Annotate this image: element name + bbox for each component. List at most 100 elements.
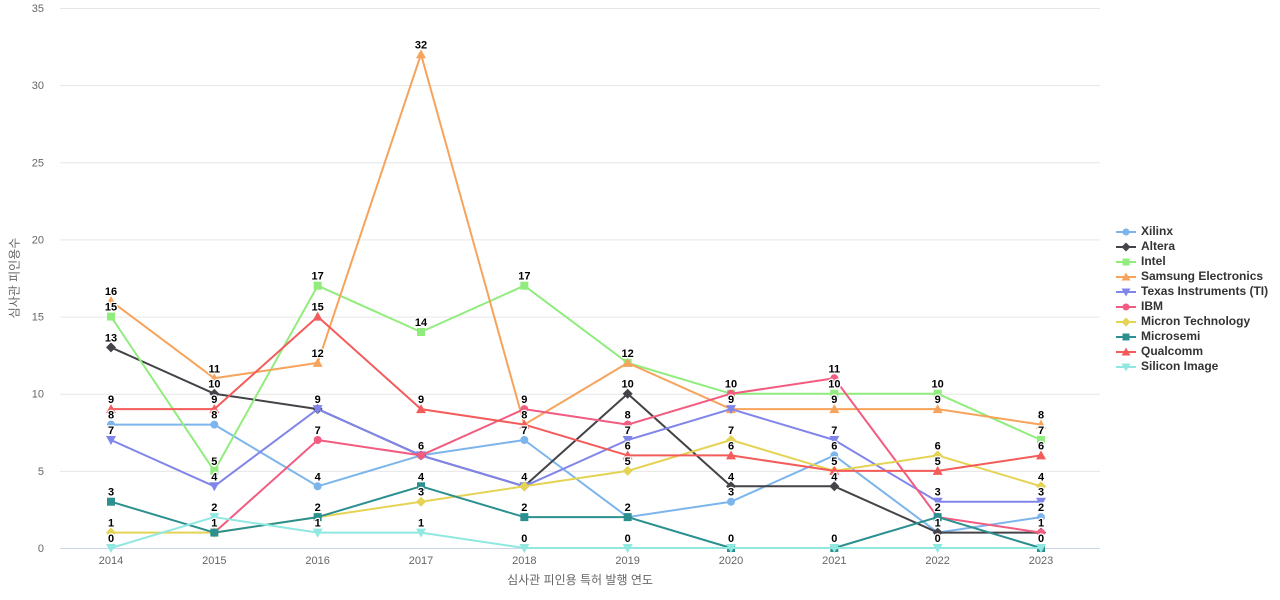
triangle-down-marker[interactable] <box>519 544 530 553</box>
diamond-marker[interactable] <box>106 527 116 538</box>
legend-item-altera[interactable]: Altera <box>1116 239 1268 254</box>
diamond-marker[interactable] <box>519 481 530 492</box>
series-texas-instruments-ti[interactable] <box>106 405 1046 507</box>
diamond-marker[interactable] <box>106 342 116 353</box>
legend-item-xilinx[interactable]: Xilinx <box>1116 224 1268 239</box>
square-marker[interactable] <box>933 389 942 398</box>
data-label: 16 <box>105 286 117 298</box>
diamond-marker[interactable] <box>726 481 736 492</box>
diamond-marker[interactable] <box>209 388 220 399</box>
diamond-marker[interactable] <box>1036 481 1046 492</box>
series-line-intel[interactable] <box>110 284 1042 472</box>
series-silicon-image[interactable] <box>106 513 1046 553</box>
square-marker[interactable] <box>417 328 425 336</box>
triangle-down-marker[interactable] <box>106 436 116 445</box>
triangle-marker[interactable] <box>622 357 633 367</box>
triangle-down-marker[interactable] <box>932 497 943 507</box>
triangle-down-marker[interactable] <box>622 544 633 553</box>
triangle-marker[interactable] <box>209 404 220 414</box>
circle-marker[interactable] <box>313 482 322 491</box>
circle-marker[interactable] <box>520 405 529 414</box>
triangle-down-marker[interactable] <box>312 405 323 415</box>
triangle-down-marker[interactable] <box>829 436 840 445</box>
series-qualcomm[interactable] <box>106 311 1046 475</box>
series-line-texas-instruments-ti[interactable] <box>110 408 1042 503</box>
triangle-down-marker[interactable] <box>209 482 220 492</box>
square-marker[interactable] <box>313 513 322 522</box>
square-marker[interactable] <box>520 281 529 290</box>
triangle-marker[interactable] <box>726 450 736 460</box>
triangle-marker[interactable] <box>312 311 323 321</box>
triangle-down-marker[interactable] <box>312 528 323 538</box>
circle-marker[interactable] <box>830 451 839 460</box>
triangle-down-marker[interactable] <box>726 405 736 415</box>
circle-marker[interactable] <box>210 420 219 429</box>
square-marker[interactable] <box>520 513 529 522</box>
legend-item-ibm[interactable]: IBM <box>1116 299 1268 314</box>
circle-marker[interactable] <box>520 436 529 444</box>
triangle-marker[interactable] <box>416 49 426 59</box>
triangle-marker[interactable] <box>106 296 116 306</box>
triangle-marker[interactable] <box>622 450 633 460</box>
triangle-marker[interactable] <box>312 357 323 367</box>
triangle-down-marker[interactable] <box>1036 497 1046 507</box>
triangle-down-marker[interactable] <box>726 544 736 553</box>
triangle-marker[interactable] <box>829 404 840 414</box>
triangle-marker[interactable] <box>932 465 943 475</box>
square-marker[interactable] <box>210 528 219 537</box>
triangle-marker[interactable] <box>519 419 530 429</box>
square-marker[interactable] <box>830 389 839 398</box>
legend-item-qualcomm[interactable]: Qualcomm <box>1116 344 1268 359</box>
square-marker[interactable] <box>1037 436 1045 444</box>
triangle-marker[interactable] <box>932 404 943 414</box>
legend-item-silicon-image[interactable]: Silicon Image <box>1116 359 1268 374</box>
triangle-down-marker[interactable] <box>1036 544 1046 553</box>
diamond-marker[interactable] <box>829 481 840 492</box>
series-line-samsung-electronics[interactable] <box>110 53 1042 426</box>
circle-marker[interactable] <box>107 420 115 429</box>
square-marker[interactable] <box>107 312 115 321</box>
legend-item-micron-technology[interactable]: Micron Technology <box>1116 314 1268 329</box>
series-line-micron-technology[interactable] <box>110 439 1042 534</box>
diamond-marker[interactable] <box>622 388 633 399</box>
diamond-marker[interactable] <box>622 465 633 476</box>
series-line-qualcomm[interactable] <box>110 315 1042 472</box>
triangle-down-marker[interactable] <box>209 513 220 523</box>
square-marker[interactable] <box>417 482 425 491</box>
circle-marker[interactable] <box>727 389 735 398</box>
triangle-marker[interactable] <box>209 373 220 383</box>
diamond-marker[interactable] <box>726 435 736 445</box>
circle-marker[interactable] <box>313 436 322 444</box>
circle-marker[interactable] <box>727 497 735 506</box>
data-label: 6 <box>728 440 734 452</box>
circle-marker[interactable] <box>1037 513 1045 522</box>
series-line-silicon-image[interactable] <box>110 516 1042 549</box>
series-samsung-electronics[interactable] <box>106 49 1046 429</box>
triangle-down-marker[interactable] <box>416 528 426 538</box>
triangle-down-marker[interactable] <box>932 544 943 553</box>
triangle-down-marker[interactable] <box>829 544 840 553</box>
circle-marker[interactable] <box>830 374 839 383</box>
triangle-down-marker[interactable] <box>622 436 633 445</box>
triangle-marker[interactable] <box>416 404 426 414</box>
circle-marker[interactable] <box>1037 528 1045 537</box>
triangle-marker[interactable] <box>1036 450 1046 460</box>
triangle-marker[interactable] <box>829 465 840 475</box>
triangle-down-marker[interactable] <box>106 544 116 553</box>
square-marker[interactable] <box>210 466 219 475</box>
square-marker[interactable] <box>107 497 115 506</box>
legend-item-intel[interactable]: Intel <box>1116 254 1268 269</box>
circle-marker[interactable] <box>417 451 425 460</box>
diamond-marker[interactable] <box>416 496 426 507</box>
circle-marker[interactable] <box>623 420 632 429</box>
legend-item-samsung-electronics[interactable]: Samsung Electronics <box>1116 269 1268 284</box>
square-marker[interactable] <box>933 513 942 522</box>
square-marker[interactable] <box>623 513 632 522</box>
diamond-marker[interactable] <box>932 450 943 461</box>
legend-item-microsemi[interactable]: Microsemi <box>1116 329 1268 344</box>
square-marker[interactable] <box>313 281 322 290</box>
triangle-marker[interactable] <box>106 404 116 414</box>
legend-item-texas-instruments-ti[interactable]: Texas Instruments (TI) <box>1116 284 1268 299</box>
diamond-marker[interactable] <box>932 527 943 538</box>
triangle-marker[interactable] <box>1036 419 1046 429</box>
